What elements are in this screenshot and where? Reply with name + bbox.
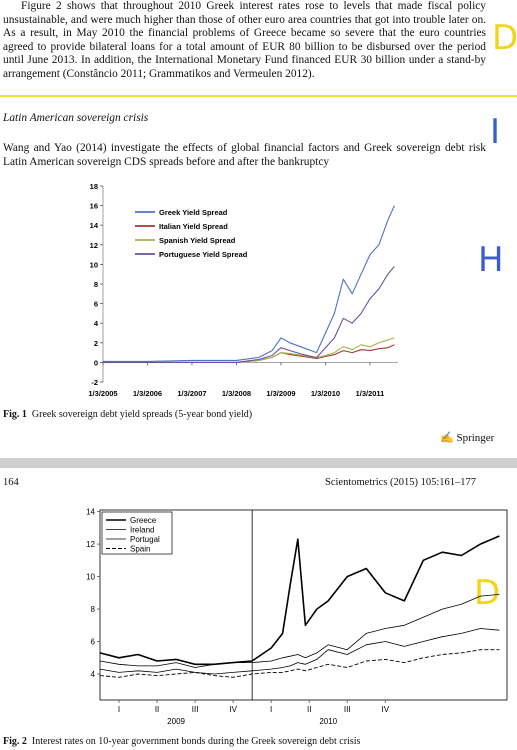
y-tick-label: 6 [94, 300, 98, 309]
publisher: Springer [456, 432, 495, 444]
series-line [99, 594, 500, 668]
y-tick-label: 2 [94, 339, 98, 348]
x-tick-label: 1/3/2006 [133, 389, 162, 398]
x-tick-label: II [307, 705, 311, 714]
publisher-logo: ✍ Springer [440, 432, 495, 444]
x-tick-label: IV [381, 705, 389, 714]
journal-header: Scientometrics (2015) 105:161–177 [325, 477, 477, 488]
x-tick-label: IV [229, 705, 237, 714]
y-tick-label: 6 [91, 638, 96, 647]
y-tick-label: 18 [90, 182, 98, 191]
series-line [99, 649, 500, 678]
page-break [0, 458, 517, 468]
y-tick-label: 8 [91, 605, 96, 614]
y-tick-label: 12 [86, 540, 95, 549]
x-tick-label: II [155, 705, 159, 714]
x-tick-label: 1/3/2008 [222, 389, 251, 398]
series-line [99, 535, 500, 666]
x-group-label: 2009 [167, 717, 185, 726]
caption-text: Interest rates on 10-year government bon… [31, 736, 361, 747]
plot-frame [99, 509, 508, 701]
x-tick-label: 1/3/2007 [177, 389, 206, 398]
figure-label: Fig. 2 [3, 736, 27, 747]
annotation: D [492, 18, 517, 58]
x-tick-label: I [270, 705, 272, 714]
paragraph: Wang and Yao (2014) investigate the effe… [3, 142, 486, 168]
series-line [103, 344, 395, 363]
y-tick-label: 4 [94, 319, 99, 328]
legend-label: Italian Yield Spread [159, 222, 228, 231]
section-heading: Latin American sovereign crisis [3, 112, 149, 124]
highlight-underline [0, 95, 517, 97]
series-line [103, 205, 395, 362]
x-tick-label: I [118, 705, 120, 714]
caption-text: Greek sovereign debt yield spreads (5-ye… [31, 409, 253, 420]
series-line [99, 628, 500, 675]
x-tick-label: 1/3/2009 [266, 389, 295, 398]
y-tick-label: -2 [91, 378, 98, 387]
y-tick-label: 16 [90, 202, 98, 211]
legend-frame [101, 511, 173, 555]
legend-label: Portugal [130, 535, 160, 544]
x-group-label: 2010 [319, 717, 337, 726]
paragraph: Figure 2 shows that throughout 2010 Gree… [3, 0, 486, 80]
figure-caption: Fig. 2 Interest rates on 10-year governm… [3, 735, 360, 749]
page-number: 164 [3, 477, 19, 488]
x-tick-label: 1/3/2011 [356, 389, 385, 398]
y-tick-label: 8 [94, 280, 98, 289]
figure-label: Fig. 1 [3, 409, 27, 420]
legend-label: Spanish Yield Spread [159, 236, 236, 245]
x-tick-label: 1/3/2005 [88, 389, 117, 398]
y-tick-label: 4 [91, 670, 96, 679]
y-tick-label: 14 [90, 221, 99, 230]
x-tick-label: III [192, 705, 199, 714]
y-tick-label: 10 [86, 573, 95, 582]
y-tick-label: 0 [94, 358, 98, 367]
legend-label: Portuguese Yield Spread [159, 250, 248, 259]
y-tick-label: 14 [86, 508, 95, 517]
legend-label: Ireland [130, 526, 154, 535]
y-tick-label: 10 [90, 260, 98, 269]
x-tick-label: 1/3/2010 [311, 389, 340, 398]
series-line [103, 266, 395, 363]
x-tick-label: III [344, 705, 351, 714]
legend-label: Greek Yield Spread [159, 208, 228, 217]
annotation: D [474, 573, 501, 613]
figure-caption: Fig. 1 Greek sovereign debt yield spread… [3, 408, 252, 422]
legend-label: Spain [130, 545, 150, 554]
y-tick-label: 12 [90, 241, 98, 250]
annotation: I [490, 112, 501, 152]
legend-label: Greece [130, 516, 157, 525]
annotation: H [478, 240, 504, 280]
